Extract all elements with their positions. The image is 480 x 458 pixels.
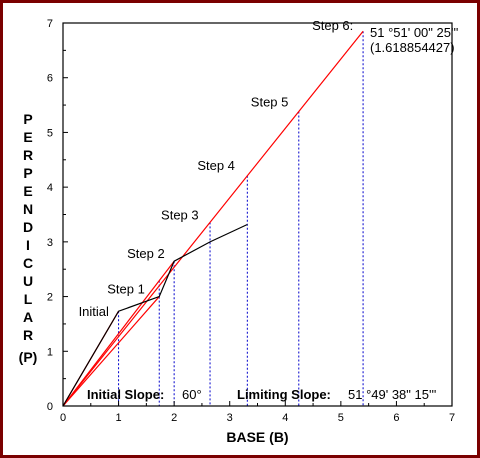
black-path-0 — [62, 223, 248, 407]
y-axis-title-char: P — [23, 165, 32, 181]
y-axis-title: P E R P E N D I C U L A R (P) — [19, 111, 38, 365]
red-line-4 — [62, 30, 364, 407]
y-axis-title-char: (P) — [19, 349, 38, 365]
axes — [62, 22, 453, 407]
y-tick-label: 7 — [47, 18, 53, 30]
initial-slope-value: 60° — [182, 387, 202, 402]
x-tick-label: 1 — [116, 412, 122, 424]
y-axis-title-char: A — [23, 309, 33, 325]
y-tick-label: 5 — [47, 127, 53, 139]
y-tick-label: 3 — [47, 237, 53, 249]
y-tick-label: 1 — [47, 346, 53, 358]
y-axis-title-char: U — [23, 273, 33, 289]
y-axis-title-char: E — [23, 183, 32, 199]
y-axis-title-char: P — [23, 111, 32, 127]
initial-slope-label: Initial Slope: — [87, 387, 164, 402]
x-tick-label: 0 — [60, 412, 66, 424]
x-tick-label: 6 — [393, 412, 399, 424]
dashed-guides — [118, 31, 364, 406]
x-axis-title: BASE (B) — [226, 429, 288, 445]
annotation-initial: Initial — [79, 304, 109, 319]
y-tick-label: 6 — [47, 73, 53, 85]
y-axis-title-char: C — [23, 255, 33, 271]
x-tick-label: 7 — [449, 412, 455, 424]
tick-labels: 0 1 2 3 4 5 6 7 0 1 2 3 4 5 6 7 — [47, 18, 455, 424]
y-tick-label: 4 — [47, 182, 53, 194]
x-tick-label: 5 — [338, 412, 344, 424]
y-axis-title-char: R — [23, 147, 33, 163]
y-axis-title-char: L — [24, 291, 33, 307]
limiting-slope-value: 51 °49' 38" 15''' — [348, 387, 436, 402]
annotation-step-4: Step 4 — [197, 158, 235, 173]
y-axis-title-char: E — [23, 129, 32, 145]
annotation-step-1: Step 1 — [107, 282, 145, 297]
y-axis-title-char: I — [26, 237, 30, 253]
plot-border — [62, 22, 453, 407]
red-slope-lines — [62, 30, 364, 407]
x-tick-label: 4 — [282, 412, 288, 424]
red-line-3 — [62, 260, 175, 407]
black-step-path — [62, 223, 248, 407]
annotation-step-3: Step 3 — [161, 208, 199, 223]
annotation-step-6-angle: 51 °51' 00" 25''' — [370, 25, 458, 40]
y-tick-label: 0 — [47, 401, 53, 413]
y-axis-title-char: N — [23, 201, 33, 217]
annotation-step-6: Step 6: — [312, 18, 353, 33]
x-tick-label: 2 — [171, 412, 177, 424]
x-tick-label: 3 — [227, 412, 233, 424]
y-axis-title-char: D — [23, 219, 33, 235]
y-axis-title-char: R — [23, 327, 33, 343]
limiting-slope-label: Limiting Slope: — [237, 387, 331, 402]
annotation-step-6-ratio: (1.618854427) — [370, 40, 455, 55]
annotation-step-2: Step 2 — [127, 246, 165, 261]
y-tick-label: 2 — [47, 292, 53, 304]
annotation-step-5: Step 5 — [251, 95, 289, 110]
red-line-2 — [62, 296, 160, 407]
